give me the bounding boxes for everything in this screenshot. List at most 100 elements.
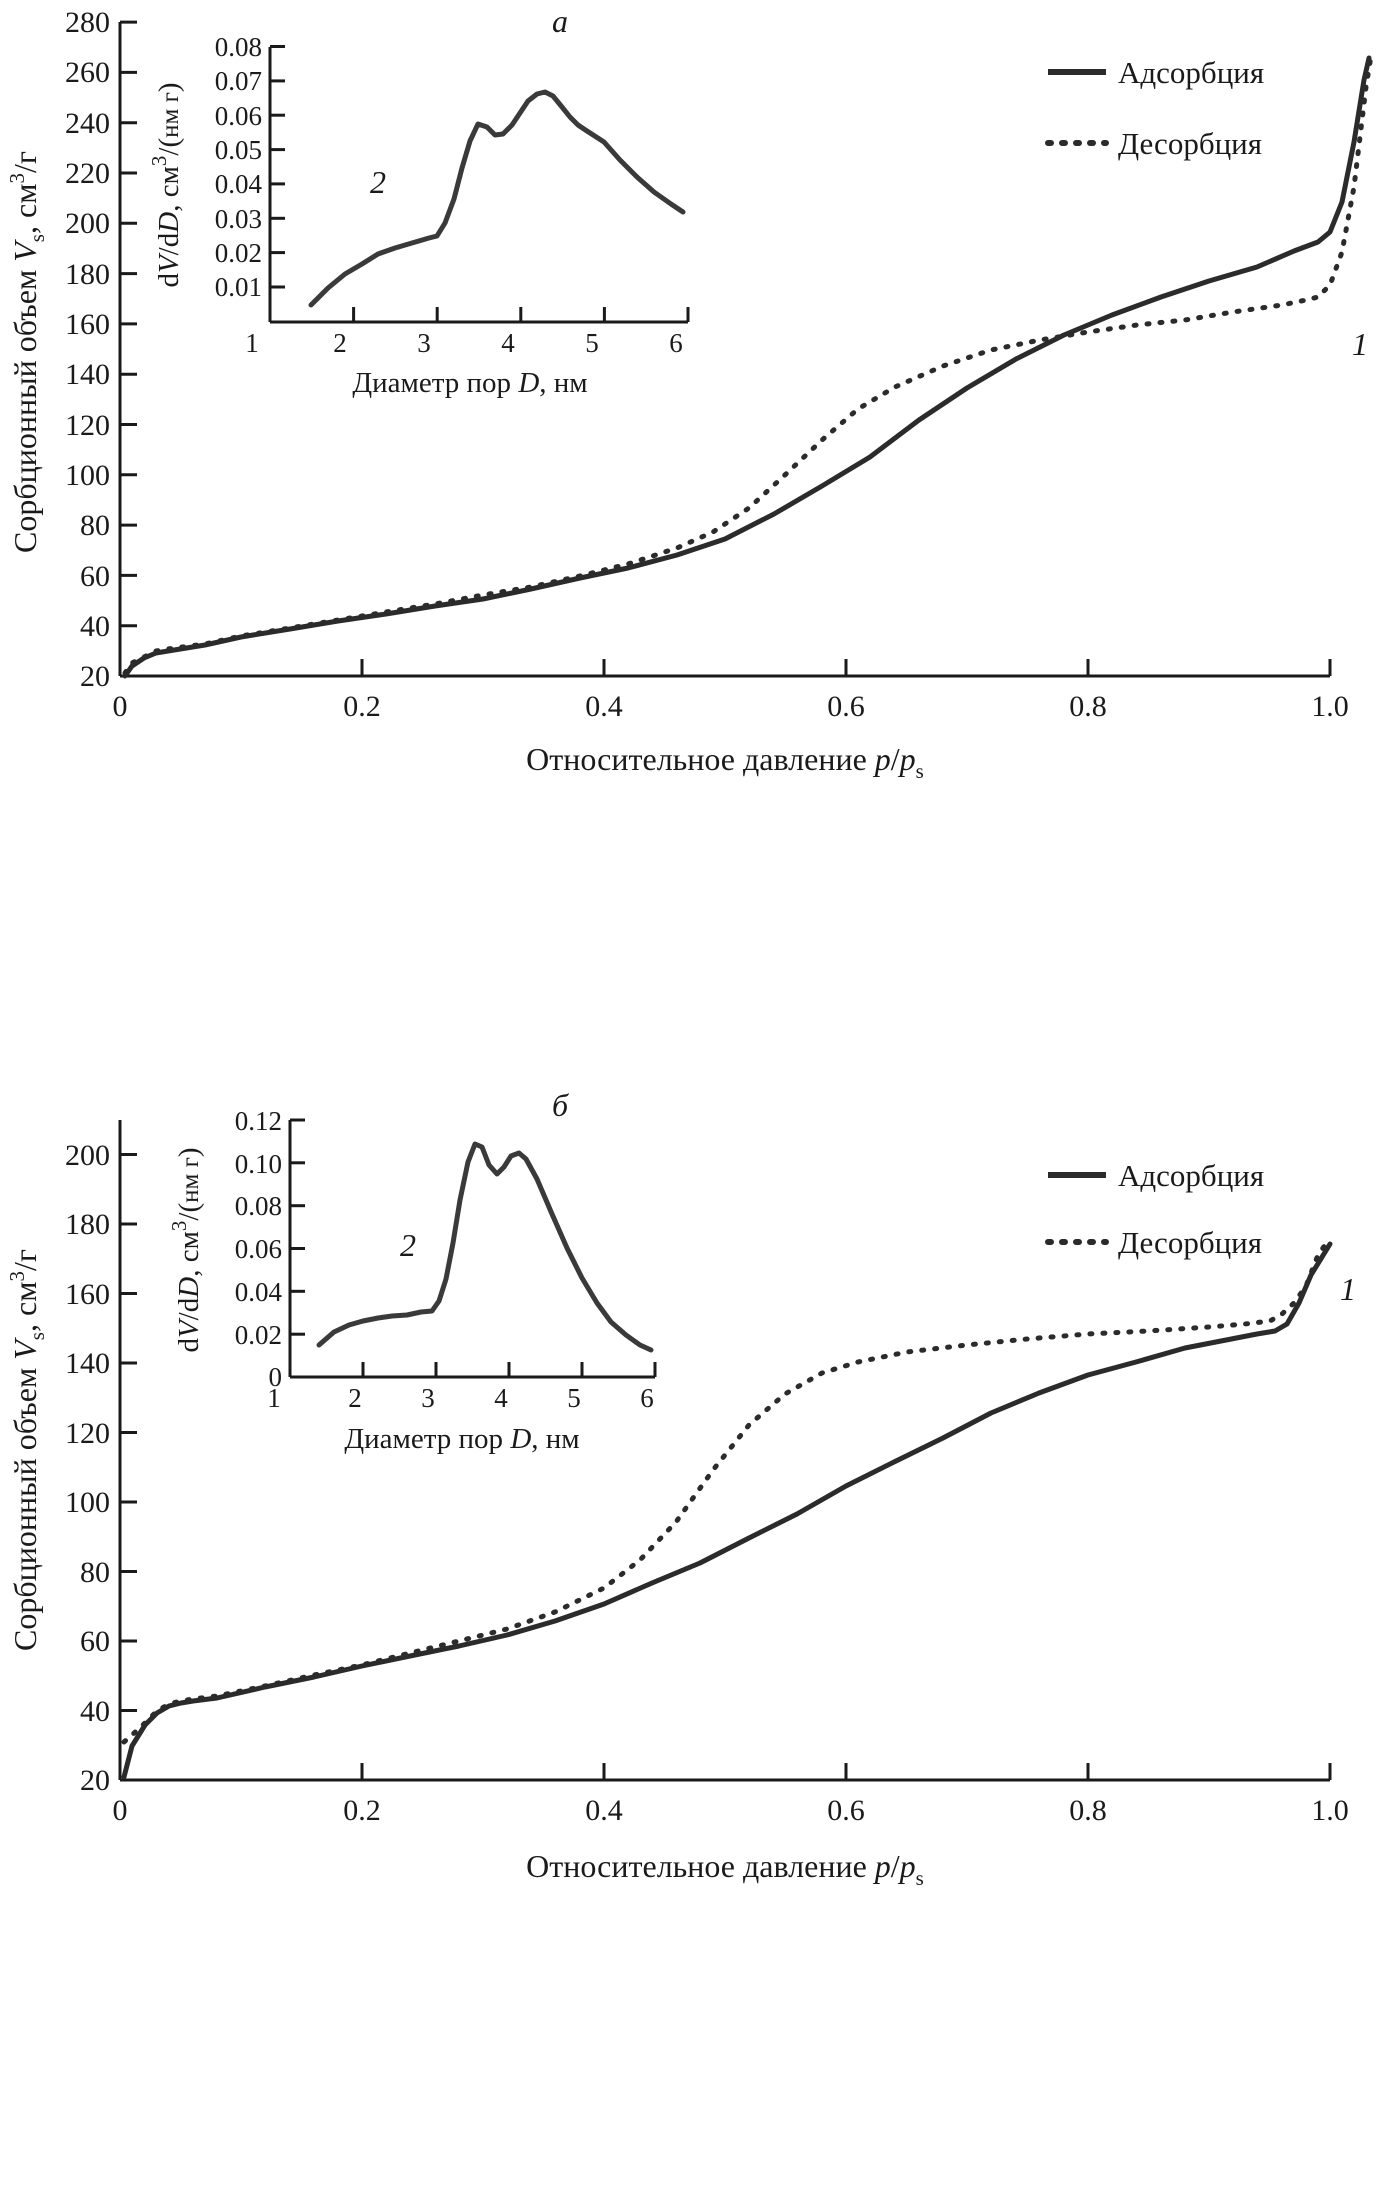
- inset-x-tick-label: 3: [421, 1383, 435, 1413]
- x-tick-label: 0.2: [343, 1794, 381, 1827]
- inset-b-psd-curve: [316, 1141, 654, 1353]
- y-tick-label: 200: [65, 1139, 110, 1172]
- inset-y-tick-label: 0.01: [215, 272, 262, 302]
- y-tick-label: 60: [80, 1625, 110, 1658]
- inset-a-x-ticks: [268, 307, 690, 322]
- y-tick-label: 240: [65, 107, 110, 140]
- y-tick-label: 280: [65, 6, 110, 39]
- y-tick-label: 80: [80, 1556, 110, 1589]
- inset-x-tick-label: 2: [333, 328, 347, 358]
- inset-b-x-tick-labels: 1 2 3 4 5 6: [267, 1383, 654, 1413]
- y-tick-label: 220: [65, 157, 110, 190]
- inset-b-y-tick-labels: 0 0.02 0.04 0.06 0.08 0.10 0.12: [235, 1106, 283, 1392]
- panel-b-x-tick-labels: 0 0.2 0.4 0.6 0.8 1.0: [113, 1794, 1349, 1827]
- x-tick-label: 0.4: [585, 1794, 623, 1827]
- y-tick-label: 120: [65, 1417, 110, 1450]
- inset-b-x-axis-title: Диаметр пор D, нм: [344, 1423, 579, 1455]
- inset-x-tick-label: 4: [501, 328, 515, 358]
- inset-x-tick-label: 6: [669, 328, 683, 358]
- x-tick-label: 0: [113, 1794, 128, 1827]
- y-tick-label: 140: [65, 1347, 110, 1380]
- panel-b-curve-id: 1: [1340, 1271, 1356, 1307]
- inset-b-y-axis-title: dV/dD, см3/(нм г): [167, 1147, 205, 1352]
- x-tick-label: 0.6: [827, 1794, 865, 1827]
- panel-a-main-axes: [118, 22, 1330, 678]
- y-tick-label: 180: [65, 1208, 110, 1241]
- panel-a-letter: а: [552, 3, 568, 39]
- x-tick-label: 0.6: [827, 690, 865, 723]
- legend-label-adsorption: Адсорбция: [1118, 55, 1264, 90]
- y-tick-label: 180: [65, 258, 110, 291]
- x-tick-label: 0.8: [1069, 1794, 1107, 1827]
- panel-b: 20 40 60 80 100 120 140 160 180 200 0 0.…: [0, 1090, 1386, 2195]
- panel-a-desorption-curve: [122, 53, 1374, 676]
- inset-b-y-ticks: [290, 1118, 305, 1379]
- inset-y-tick-label: 0.08: [215, 32, 262, 62]
- inset-x-tick-label: 6: [640, 1383, 654, 1413]
- y-tick-label: 40: [80, 610, 110, 643]
- inset-x-tick-label: 4: [494, 1383, 508, 1413]
- inset-y-tick-label: 0: [269, 1362, 283, 1392]
- panel-a-x-tick-labels: 0 0.2 0.4 0.6 0.8 1.0: [113, 690, 1349, 723]
- legend-label-adsorption: Адсорбция: [1118, 1158, 1264, 1193]
- y-tick-label: 160: [65, 1278, 110, 1311]
- inset-y-tick-label: 0.10: [235, 1149, 282, 1179]
- inset-y-tick-label: 0.07: [215, 66, 262, 96]
- y-tick-label: 200: [65, 207, 110, 240]
- panel-a-adsorption-curve: [122, 55, 1372, 679]
- panel-a-y-axis-title: Сорбционный объем Vs, см3/г: [5, 151, 49, 553]
- x-tick-label: 1.0: [1311, 690, 1349, 723]
- panel-b-letter: б: [552, 1090, 569, 1123]
- inset-y-tick-label: 0.04: [235, 1277, 283, 1307]
- y-tick-label: 80: [80, 509, 110, 542]
- inset-a-y-tick-labels: 0.01 0.02 0.03 0.04 0.05 0.06 0.07 0.08: [215, 32, 263, 302]
- inset-y-tick-label: 0.02: [235, 1320, 282, 1350]
- inset-b-x-ticks: [288, 1362, 657, 1377]
- y-tick-label: 160: [65, 308, 110, 341]
- inset-x-tick-label: 3: [417, 328, 431, 358]
- inset-a-x-tick-labels: 1 2 3 4 5 6: [245, 328, 683, 358]
- x-tick-label: 0: [113, 690, 128, 723]
- inset-x-tick-label: 5: [585, 328, 599, 358]
- legend-label-desorption: Десорбция: [1118, 1225, 1262, 1260]
- y-tick-label: 120: [65, 409, 110, 442]
- panel-a-y-ticks: [120, 20, 137, 678]
- panel-b-inset: 0 0.02 0.04 0.06 0.08 0.10 0.12 1 2 3: [167, 1106, 657, 1455]
- inset-y-tick-label: 0.06: [235, 1234, 282, 1264]
- inset-a-y-ticks: [270, 45, 285, 289]
- inset-x-tick-label: 2: [348, 1383, 362, 1413]
- y-tick-label: 100: [65, 459, 110, 492]
- panel-b-svg: 20 40 60 80 100 120 140 160 180 200 0 0.…: [5, 1090, 1356, 1890]
- y-tick-label: 260: [65, 56, 110, 89]
- panel-a-legend: Адсорбция Десорбция: [1045, 55, 1264, 161]
- panel-a-svg: 20 40 60 80 100 120 140 160 180 200 220 …: [5, 3, 1374, 783]
- inset-y-tick-label: 0.08: [235, 1191, 282, 1221]
- panel-b-y-axis-title: Сорбционный объем Vs, см3/г: [5, 1249, 49, 1651]
- panel-a-x-ticks: [118, 659, 1332, 676]
- inset-y-tick-label: 0.03: [215, 204, 262, 234]
- inset-a-y-axis-title: dV/dD, см3/(нм г): [147, 82, 185, 287]
- panel-b-legend: Адсорбция Десорбция: [1045, 1158, 1264, 1260]
- panel-b-x-axis-title: Относительное давление p/ps: [526, 1848, 924, 1890]
- inset-y-tick-label: 0.05: [215, 135, 262, 165]
- x-tick-label: 0.2: [343, 690, 381, 723]
- panel-b-y-ticks: [120, 1153, 137, 1782]
- panel-b-desorption-curve: [121, 1235, 1333, 1745]
- inset-x-tick-label: 1: [245, 328, 259, 358]
- inset-y-tick-label: 0.12: [235, 1106, 282, 1136]
- y-tick-label: 100: [65, 1486, 110, 1519]
- inset-x-tick-label: 1: [267, 1383, 281, 1413]
- inset-a-x-axis-title: Диаметр пор D, нм: [352, 367, 587, 399]
- panel-a-x-axis-title: Относительное давление p/ps: [526, 741, 924, 783]
- panel-b-main-axes: [118, 1120, 1330, 1782]
- panel-a-curve-id: 1: [1352, 326, 1368, 362]
- legend-label-desorption: Десорбция: [1118, 126, 1262, 161]
- inset-a-curve-id: 2: [370, 164, 386, 200]
- panel-b-y-tick-labels: 20 40 60 80 100 120 140 160 180 200: [65, 1139, 110, 1797]
- panel-a-y-tick-labels: 20 40 60 80 100 120 140 160 180 200 220 …: [65, 6, 110, 693]
- inset-y-tick-label: 0.04: [215, 169, 263, 199]
- inset-y-tick-label: 0.02: [215, 238, 262, 268]
- inset-b-curve-id: 2: [400, 1227, 416, 1263]
- panel-a-inset: 0.01 0.02 0.03 0.04 0.05 0.06 0.07 0.08 …: [147, 32, 690, 399]
- inset-y-tick-label: 0.06: [215, 101, 262, 131]
